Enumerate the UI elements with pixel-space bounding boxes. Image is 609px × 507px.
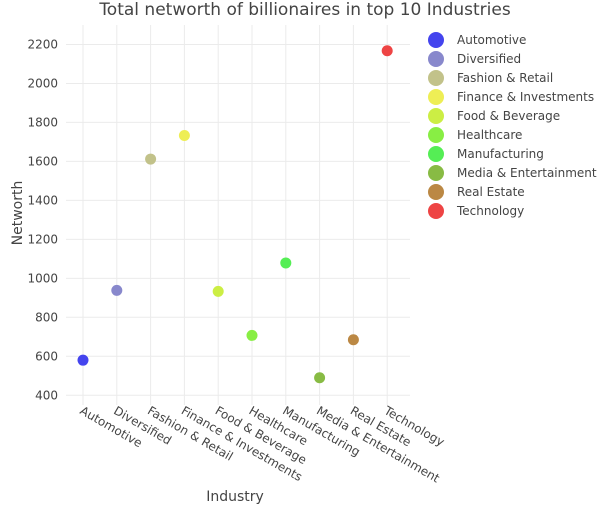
legend-item[interactable]: Real Estate — [428, 184, 525, 200]
legend-marker — [428, 108, 444, 124]
legend-item[interactable]: Healthcare — [428, 127, 522, 143]
legend-item[interactable]: Finance & Investments — [428, 89, 594, 105]
y-tick-label: 1200 — [27, 232, 58, 246]
legend-marker — [428, 89, 444, 105]
legend-marker — [428, 32, 444, 48]
y-axis-title: Networth — [10, 181, 26, 246]
legend-label: Food & Beverage — [457, 109, 560, 123]
legend-label: Fashion & Retail — [457, 71, 553, 85]
data-point — [246, 329, 258, 341]
data-point — [314, 372, 326, 384]
y-tick-label: 600 — [35, 349, 58, 363]
y-tick-label: 1600 — [27, 154, 58, 168]
legend-item[interactable]: Manufacturing — [428, 146, 544, 162]
data-point — [145, 153, 157, 165]
legend-label: Manufacturing — [457, 147, 544, 161]
legend-item[interactable]: Diversified — [428, 51, 521, 67]
legend-item[interactable]: Media & Entertainment — [428, 165, 597, 181]
legend-item[interactable]: Automotive — [428, 32, 526, 48]
legend-marker — [428, 165, 444, 181]
legend-marker — [428, 127, 444, 143]
legend-marker — [428, 203, 444, 219]
y-axis-ticks: 400 600 800 1000 1200 1400 1600 1800 2000 2200 — [27, 37, 58, 402]
y-tick-label: 1400 — [27, 193, 58, 207]
legend-item[interactable]: Food & Beverage — [428, 108, 560, 124]
y-tick-label: 2000 — [27, 76, 58, 90]
legend-marker — [428, 70, 444, 86]
data-point — [280, 257, 292, 269]
data-point — [77, 354, 89, 366]
data-point — [347, 334, 359, 346]
y-tick-label: 800 — [35, 310, 58, 324]
data-points — [77, 45, 393, 384]
y-tick-label: 1000 — [27, 271, 58, 285]
legend-label: Automotive — [457, 33, 526, 47]
legend-label: Technology — [456, 204, 524, 218]
legend-label: Finance & Investments — [457, 90, 594, 104]
x-axis-title: Industry — [206, 489, 264, 505]
legend-marker — [428, 184, 444, 200]
legend-label: Diversified — [457, 52, 521, 66]
data-point — [381, 45, 393, 57]
legend-label: Media & Entertainment — [457, 166, 597, 180]
chart-title: Total networth of billionaires in top 10… — [98, 0, 511, 20]
data-point — [212, 285, 224, 297]
y-tick-label: 2200 — [27, 37, 58, 51]
y-tick-label: 1800 — [27, 115, 58, 129]
data-point — [178, 129, 190, 141]
legend-item[interactable]: Technology — [428, 203, 524, 219]
legend-label: Healthcare — [457, 128, 522, 142]
grid — [66, 25, 410, 405]
data-point — [111, 284, 123, 296]
y-tick-label: 400 — [35, 388, 58, 402]
legend-item[interactable]: Fashion & Retail — [428, 70, 553, 86]
legend-label: Real Estate — [457, 185, 525, 199]
legend-marker — [428, 51, 444, 67]
legend[interactable]: Automotive Diversified Fashion & Retail Fin… — [428, 32, 597, 219]
legend-marker — [428, 146, 444, 162]
